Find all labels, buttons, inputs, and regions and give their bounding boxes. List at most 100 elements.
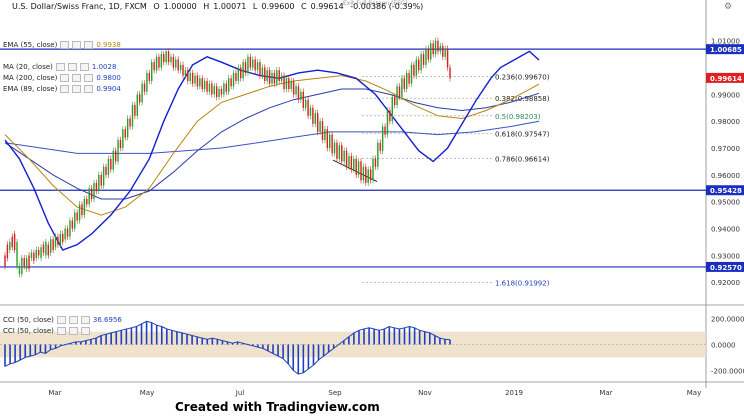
candle-body [215, 86, 218, 98]
cci-legend-primary[interactable]: CCI (50, close) 36.6956 [3, 315, 122, 325]
candle-body [379, 142, 381, 151]
candle-body [333, 142, 336, 154]
close-label: C [301, 2, 307, 11]
candle-body [76, 212, 78, 221]
close-icon[interactable] [84, 85, 94, 93]
candle-body [57, 236, 59, 245]
candle-body [326, 129, 329, 149]
candle-body [47, 244, 50, 256]
settings-icon[interactable] [72, 41, 82, 49]
fib-level-label: 0.786(0.96614) [495, 155, 550, 163]
candle-body [374, 158, 377, 167]
eye-icon[interactable] [60, 41, 70, 49]
candle-body [418, 59, 420, 71]
indicator-value: 0.9938 [96, 41, 121, 49]
candle-body [37, 250, 40, 256]
cci-legend-secondary[interactable]: CCI (50, close) [3, 326, 90, 336]
candle-body [141, 83, 143, 103]
candle-body [444, 48, 446, 57]
eye-icon[interactable] [56, 327, 66, 335]
settings-gear-icon[interactable]: ⚙ [724, 2, 733, 12]
exit-fullscreen-hint[interactable]: Exit Full Screen (ESC) [343, 0, 408, 7]
eye-icon[interactable] [60, 85, 70, 93]
close-icon[interactable] [84, 74, 94, 82]
indicator-ma20[interactable]: MA (20, close) 1.0028 [3, 62, 116, 72]
price-label: 1.00685 [710, 46, 742, 54]
y-tick-label: 1.01000 [711, 38, 740, 46]
candle-body [343, 150, 345, 162]
eye-icon[interactable] [56, 316, 66, 324]
indicator-ema55[interactable]: EMA (55, close) 0.9938 [3, 40, 121, 50]
settings-icon[interactable] [68, 327, 78, 335]
x-tick-label: Mar [48, 389, 61, 397]
indicator-ma200[interactable]: MA (200, close) 0.9800 [3, 73, 121, 83]
candle-body [4, 255, 6, 267]
candle-body [11, 236, 13, 248]
candle-body [369, 169, 372, 181]
candle-body [427, 48, 430, 60]
candle-body [163, 54, 165, 63]
candle-body [405, 72, 408, 90]
candle-body [230, 78, 232, 87]
candle-body [430, 43, 432, 60]
settings-icon[interactable] [72, 85, 82, 93]
candle-body [13, 233, 16, 251]
y-tick-label: 0.99000 [711, 91, 740, 99]
close-value: 0.99614 [310, 2, 344, 11]
indicator-name: EMA (55, close) [3, 41, 58, 49]
candle-body [179, 64, 182, 71]
candle-body [268, 70, 271, 84]
close-icon[interactable] [79, 63, 89, 71]
candle-body [126, 118, 129, 138]
candle-body [292, 80, 295, 95]
candle-body [69, 220, 71, 237]
candle-body [98, 174, 100, 191]
candle-body [297, 86, 300, 100]
eye-icon[interactable] [60, 74, 70, 82]
high-label: H [203, 2, 210, 11]
candle-body [175, 59, 177, 68]
candle-body [201, 78, 203, 90]
candle-body [95, 182, 98, 191]
y-tick-label: 0.96000 [711, 172, 740, 180]
y-tick-label: 0.92000 [711, 279, 740, 287]
fib-level-label: 0.5(0.98203) [495, 113, 541, 121]
close-icon[interactable] [80, 327, 90, 335]
candle-body [254, 59, 256, 71]
candle-body [167, 51, 170, 63]
candle-body [49, 239, 52, 253]
settings-icon[interactable] [67, 63, 77, 71]
candle-body [302, 91, 304, 108]
candle-body [237, 67, 240, 81]
y-tick-label: 0.98000 [711, 118, 740, 126]
candle-body [446, 48, 449, 68]
candle-body [256, 62, 259, 71]
indicator-value: 0.9800 [96, 74, 121, 82]
current-price-label: 0.99614 [710, 75, 742, 83]
candle-body [18, 266, 21, 275]
open-label: O [153, 2, 160, 11]
settings-icon[interactable] [72, 74, 82, 82]
candle-body [196, 75, 199, 87]
fib-level-label: 0.236(0.99670) [495, 73, 550, 81]
candle-body [437, 40, 439, 52]
candle-body [155, 56, 158, 71]
candle-body [206, 80, 208, 92]
candle-body [78, 204, 81, 221]
candle-body [271, 72, 273, 84]
close-icon[interactable] [84, 41, 94, 49]
candle-body [213, 86, 215, 95]
candle-body [220, 89, 223, 95]
eye-icon[interactable] [55, 63, 65, 71]
close-icon[interactable] [80, 316, 90, 324]
candle-body [319, 121, 321, 132]
candle-body [384, 126, 386, 135]
low-label: L [252, 2, 258, 11]
settings-icon[interactable] [68, 316, 78, 324]
candle-body [365, 166, 367, 183]
candle-body [110, 158, 112, 170]
indicator-ema89[interactable]: EMA (89, close) 0.9904 [3, 84, 121, 94]
candle-body [331, 134, 333, 154]
candle-body [23, 258, 25, 267]
candle-body [398, 86, 401, 98]
